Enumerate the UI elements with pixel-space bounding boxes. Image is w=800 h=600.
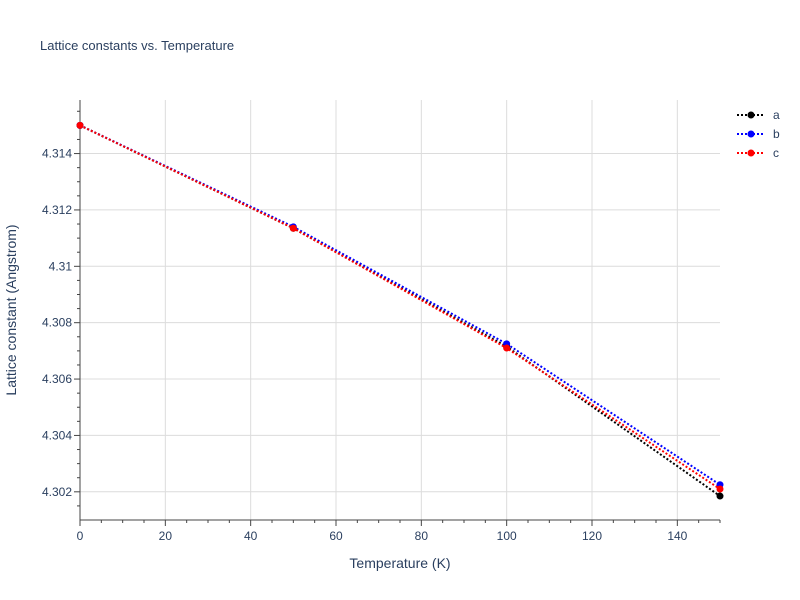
legend-label-b: b — [773, 127, 780, 141]
x-tick-label: 60 — [329, 529, 343, 543]
y-tick-label: 4.31 — [49, 259, 73, 273]
axes: 0 20 40 60 80 100 120 140 4.302 4.304 4.306 4.308 4.… — [42, 100, 721, 543]
legend-item-c[interactable]: c — [737, 146, 779, 160]
legend-label-c: c — [773, 146, 779, 160]
series-line-c — [79, 124, 721, 490]
y-axis-title: Lattice constant (Angstrom) — [3, 224, 19, 395]
legend-item-a[interactable]: a — [737, 108, 780, 122]
series-line-b — [79, 124, 721, 486]
data-point-c — [289, 224, 297, 232]
data-point-c — [76, 121, 84, 129]
data-point-c — [503, 344, 511, 352]
legend-marker-c — [747, 149, 755, 157]
series-layer — [76, 121, 724, 500]
y-tick-label: 4.308 — [42, 316, 72, 330]
y-tick-label: 4.314 — [42, 147, 72, 161]
chart-title: Lattice constants vs. Temperature — [40, 38, 234, 53]
data-point-c — [716, 485, 724, 493]
x-axis-title: Temperature (K) — [349, 555, 450, 571]
legend[interactable]: abc — [737, 108, 780, 160]
x-tick-label: 140 — [667, 529, 687, 543]
grid — [80, 100, 720, 520]
legend-label-a: a — [773, 108, 780, 122]
legend-item-b[interactable]: b — [737, 127, 780, 141]
x-tick-label: 100 — [497, 529, 517, 543]
data-point-a — [716, 492, 724, 500]
x-tick-label: 0 — [77, 529, 84, 543]
x-tick-label: 20 — [159, 529, 173, 543]
x-tick-label: 40 — [244, 529, 258, 543]
y-tick-label: 4.302 — [42, 485, 72, 499]
y-tick-label: 4.306 — [42, 372, 72, 386]
x-tick-label: 120 — [582, 529, 602, 543]
legend-marker-a — [747, 111, 755, 119]
legend-marker-b — [747, 130, 755, 138]
y-tick-label: 4.312 — [42, 203, 72, 217]
x-tick-label: 80 — [415, 529, 429, 543]
y-tick-label: 4.304 — [42, 428, 72, 442]
